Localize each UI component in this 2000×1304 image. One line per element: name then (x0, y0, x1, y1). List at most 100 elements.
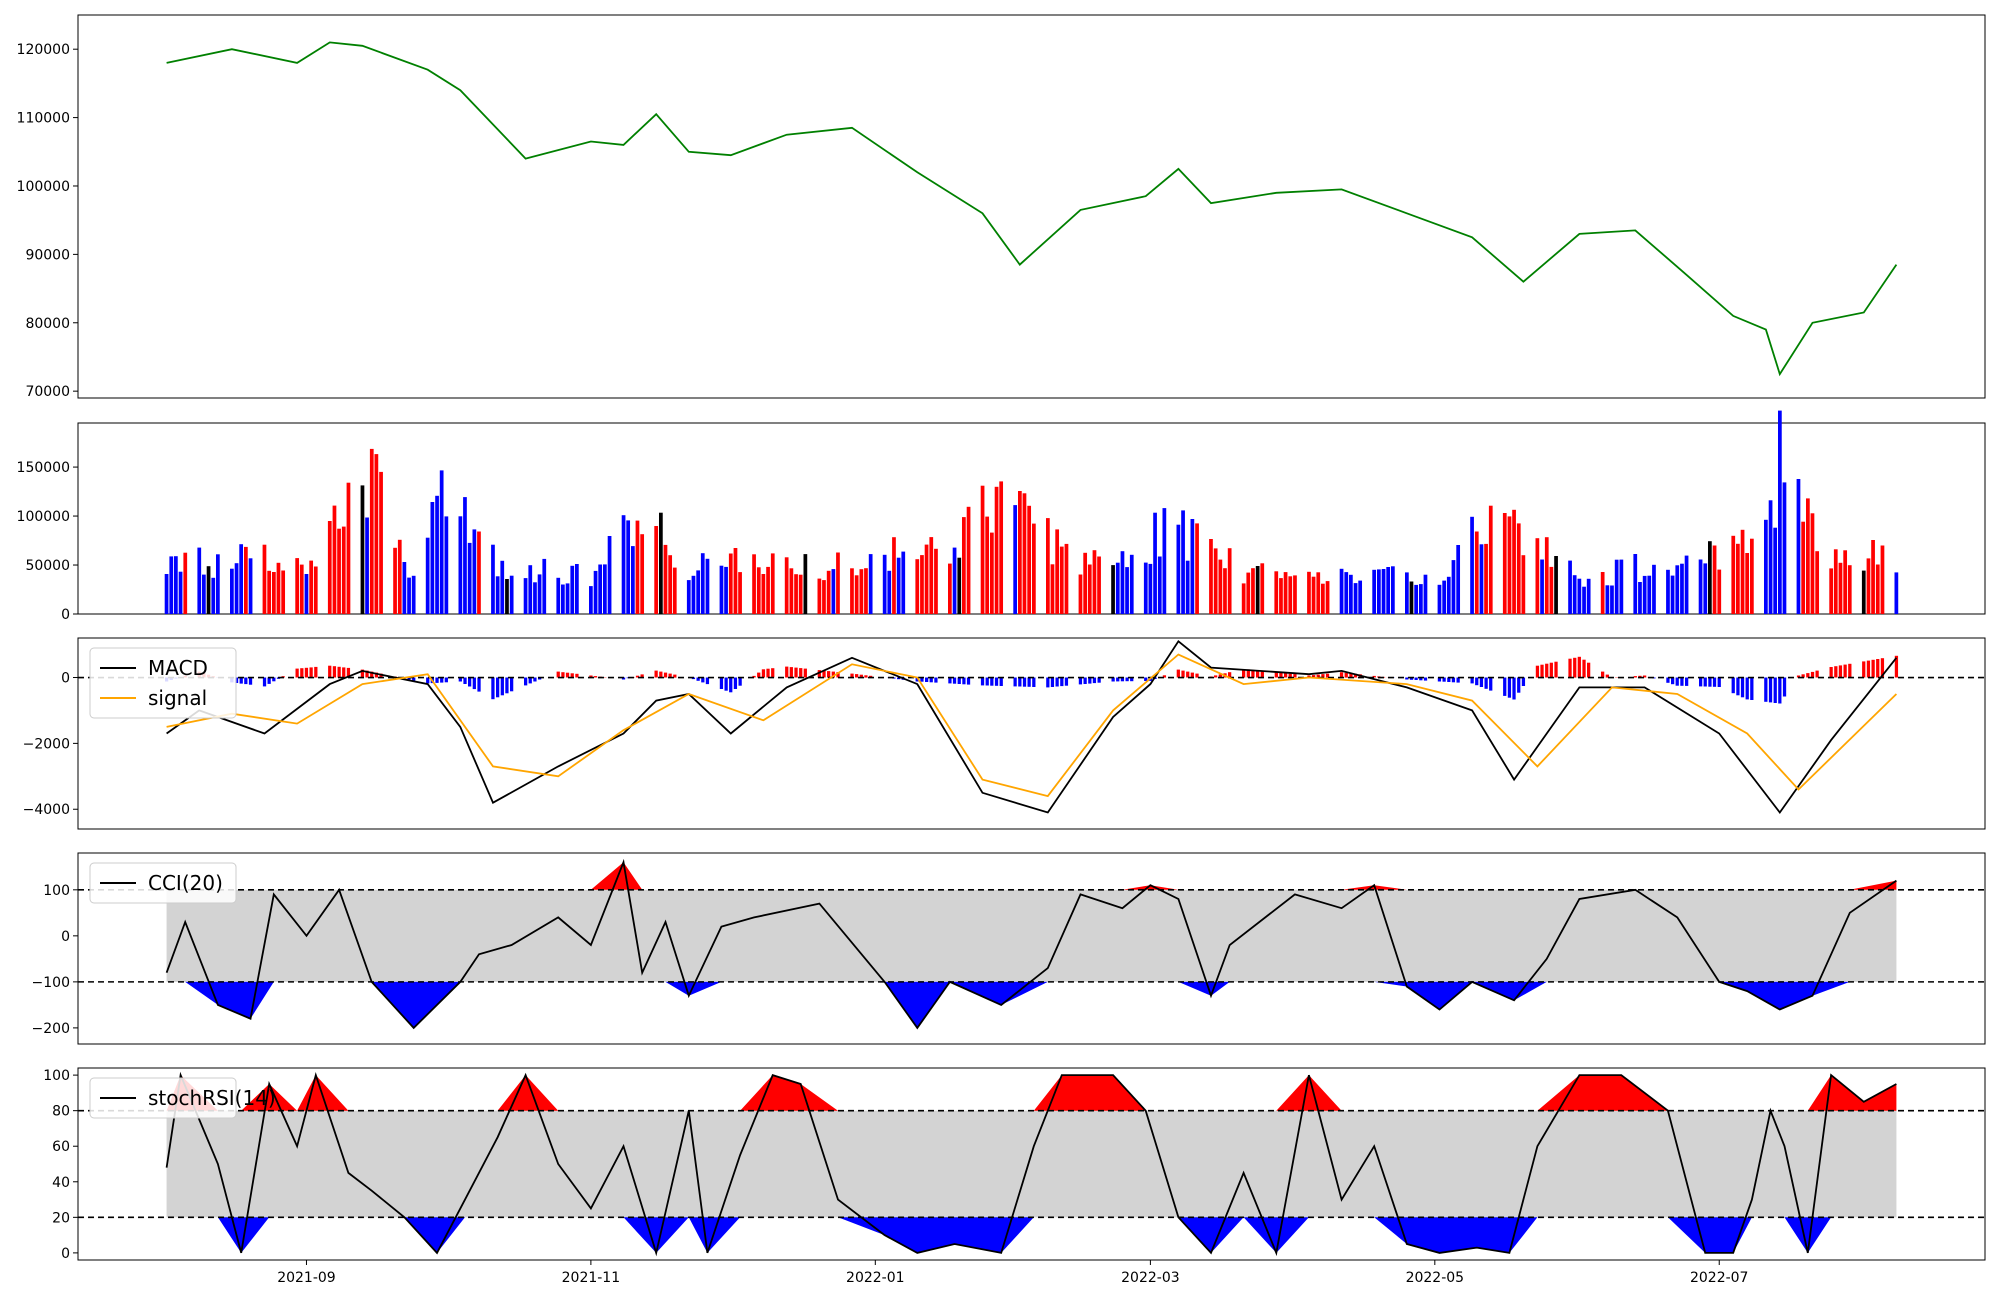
volume-bar (1279, 578, 1283, 614)
stochrsi-band (167, 1111, 1897, 1218)
volume-bar (1554, 556, 1558, 614)
macd-histogram-bar (953, 678, 956, 684)
volume-bar (570, 566, 574, 614)
volume-bar (1545, 537, 1549, 614)
macd-histogram-bar (240, 678, 243, 684)
volume-bar (244, 547, 248, 614)
legend-label: MACD (148, 656, 208, 680)
ytick-label: 70000 (25, 384, 70, 400)
volume-bar (398, 540, 402, 614)
volume-bar (1372, 570, 1376, 614)
volume-bar (1615, 560, 1619, 614)
volume-bar (1638, 582, 1642, 614)
cci-fill-above (167, 862, 1897, 890)
volume-bar (174, 556, 178, 614)
macd-histogram-bar (1573, 658, 1576, 678)
volume-bar (1815, 551, 1819, 614)
volume-bar (533, 582, 537, 614)
ytick-label: −2000 (23, 736, 70, 752)
volume-bar (701, 553, 705, 614)
volume-bar (1839, 563, 1843, 614)
volume-bar (1163, 508, 1167, 614)
macd-histogram-bar (1764, 678, 1767, 702)
volume-bar (1550, 567, 1554, 614)
macd-histogram-bar (1284, 673, 1287, 677)
macd-histogram-bar (1568, 659, 1571, 678)
macd-histogram-bar (501, 678, 504, 696)
macd-histogram-bar (1718, 678, 1721, 688)
volume-bar (967, 507, 971, 614)
volume-bar (1778, 411, 1782, 614)
volume-bar (1424, 575, 1428, 614)
macd-histogram-bar (1848, 664, 1851, 678)
volume-bar (328, 521, 332, 614)
macd-histogram-bar (263, 678, 266, 687)
volume-bar (216, 554, 220, 614)
volume-bar (435, 496, 439, 614)
macd-histogram-bar (1844, 665, 1847, 678)
volume-bar (1456, 545, 1460, 614)
volume-bar (1419, 584, 1423, 614)
macd-histogram-bar (496, 678, 499, 698)
macd-histogram-bar (1023, 678, 1026, 687)
volume-bar (622, 515, 626, 614)
volume-bar (1060, 547, 1064, 614)
volume-bar (1750, 539, 1754, 614)
volume-bar (1862, 571, 1866, 614)
volume-bar (263, 545, 267, 614)
volume-bar (790, 568, 794, 614)
volume-bar (1391, 566, 1395, 614)
volume-bar (314, 567, 318, 615)
macd-histogram-bar (1736, 678, 1739, 696)
volume-bar (673, 568, 677, 614)
volume-bar (1186, 561, 1190, 614)
volume-bar (491, 545, 495, 614)
macd-histogram-bar (1018, 678, 1021, 687)
volume-bar (235, 563, 239, 614)
volume-bar (864, 568, 868, 614)
volume-bar (1522, 555, 1526, 614)
volume-bar (1573, 575, 1577, 614)
macd-histogram-bar (1000, 678, 1003, 687)
volume-bar (1643, 576, 1647, 614)
volume-bar (1349, 575, 1353, 614)
volume-bar (1051, 564, 1055, 614)
xtick-label: 2021-11 (562, 1270, 621, 1286)
macd-histogram-bar (1512, 678, 1515, 700)
volume-bar (1382, 569, 1386, 614)
macd-histogram-bar (1471, 678, 1474, 684)
volume-bar (897, 558, 901, 614)
volume-bar (1088, 565, 1092, 615)
volume-bar (361, 485, 365, 614)
volume-bar (169, 556, 173, 614)
volume-bar (631, 546, 635, 614)
macd-histogram-bar (594, 676, 597, 677)
volume-bar (473, 529, 477, 614)
macd-histogram-bar (1177, 670, 1180, 678)
macd-histogram-bar (1839, 665, 1842, 677)
macd-histogram-bar (268, 678, 271, 684)
macd-histogram-bar (1676, 678, 1679, 686)
volume-bar (762, 574, 766, 614)
macd-histogram-bar (664, 673, 667, 678)
volume-bar (1867, 558, 1871, 614)
volume-bar (692, 576, 696, 614)
volume-bar (1731, 536, 1735, 614)
macd-histogram-bar (1508, 678, 1511, 698)
volume-bar (1223, 568, 1227, 614)
volume-bar (822, 580, 826, 614)
volume-bar (1242, 583, 1246, 614)
ytick-label: 90000 (25, 247, 70, 263)
volume-bar (1848, 565, 1852, 614)
volume-bar (459, 516, 463, 614)
volume-bar (165, 574, 169, 614)
macd-histogram-bar (1032, 678, 1035, 688)
xtick-label: 2022-07 (1690, 1270, 1749, 1286)
volume-bar (1256, 566, 1260, 614)
volume-bar (598, 565, 602, 615)
volume-bar (1736, 544, 1740, 614)
macd-histogram-bar (762, 669, 765, 677)
macd-histogram-bar (338, 667, 341, 678)
xtick-label: 2022-01 (846, 1270, 905, 1286)
volume-bar (272, 572, 276, 614)
